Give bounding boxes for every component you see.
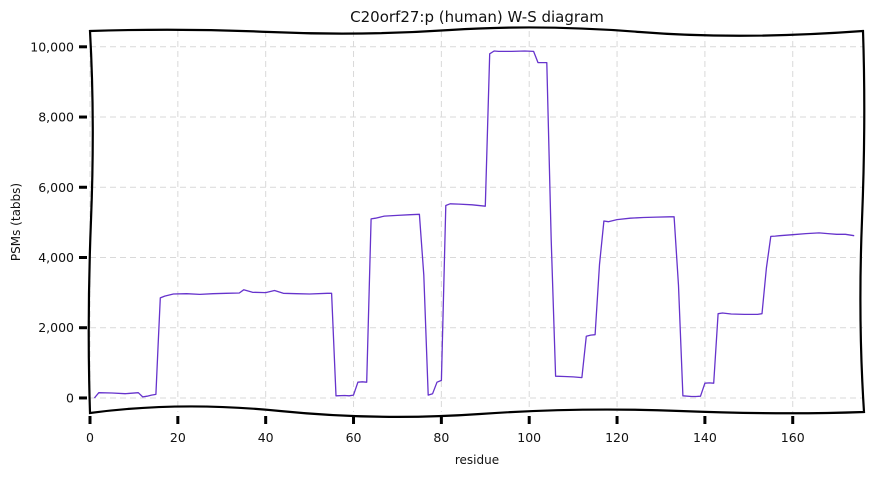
- x-tick-label: 140: [693, 430, 717, 445]
- y-tick-label: 2,000: [38, 320, 74, 335]
- x-tick-label: 40: [258, 430, 274, 445]
- ticks-layer: 0 20 40 60 80 100 120 140 160 0 2,000 4,000 6,000 8,0…: [30, 39, 804, 445]
- y-tick-label: 4,000: [38, 250, 74, 265]
- x-tick-label: 120: [605, 430, 629, 445]
- series-line: [93, 50, 855, 399]
- y-tick-label: 8,000: [38, 110, 74, 125]
- x-tick-label: 100: [517, 430, 541, 445]
- grid-layer: [89, 31, 863, 412]
- x-tick-label: 80: [433, 430, 449, 445]
- chart-title: C20orf27:p (human) W-S diagram: [350, 8, 604, 26]
- y-tick-label: 10,000: [30, 39, 74, 54]
- x-tick-label: 0: [86, 430, 94, 445]
- x-axis-label: residue: [455, 453, 499, 467]
- y-tick-label: 6,000: [38, 180, 74, 195]
- series-layer: [93, 50, 855, 399]
- x-tick-label: 20: [170, 430, 186, 445]
- x-tick-label: 160: [781, 430, 805, 445]
- y-tick-label: 0: [66, 390, 74, 405]
- y-axis-label: PSMs (tabbs): [9, 183, 23, 261]
- x-tick-label: 60: [346, 430, 362, 445]
- plot-frame: [87, 26, 866, 418]
